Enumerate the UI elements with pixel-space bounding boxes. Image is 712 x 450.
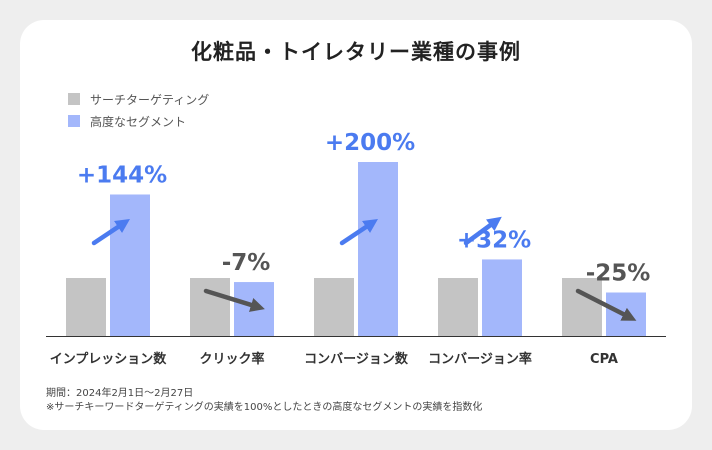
data-label-4: -25% (586, 261, 651, 287)
trend-arrow-1 (203, 288, 265, 312)
bar-advanced-1 (234, 282, 274, 336)
bar-baseline-4 (562, 278, 602, 336)
category-label-0: インプレッション数 (50, 351, 168, 367)
bar-advanced-2 (358, 162, 398, 336)
legend-label-advanced: 高度なセグメント (90, 114, 187, 129)
data-label-0: +144% (77, 162, 167, 188)
data-label-1: -7% (222, 250, 271, 276)
category-label-3: コンバージョン率 (428, 351, 532, 367)
trend-arrow-4 (575, 288, 637, 321)
category-label-1: クリック率 (199, 351, 264, 367)
trend-arrow-0 (91, 219, 130, 246)
footnote-period: 期間：2024年2月1日〜2月27日 (46, 388, 194, 399)
chart-title: 化粧品・トイレタリー業種の事例 (191, 40, 521, 64)
legend-swatch-baseline (68, 93, 80, 105)
bar-advanced-0 (110, 194, 150, 336)
bar-baseline-3 (438, 278, 478, 336)
legend: サーチターゲティング 高度なセグメント (68, 88, 209, 132)
category-label-4: CPA (590, 352, 618, 367)
data-label-3: +32% (457, 227, 531, 253)
bar-baseline-1 (190, 278, 230, 336)
legend-item-advanced: 高度なセグメント (68, 110, 209, 132)
category-label-2: コンバージョン数 (304, 351, 409, 367)
footnote-note: ※サーチキーワードターゲティングの実績を100%としたときの高度なセグメントの実… (46, 402, 483, 413)
bar-baseline-0 (66, 278, 106, 336)
trend-arrow-2 (339, 219, 378, 246)
trend-arrow-3 (463, 216, 502, 246)
bar-advanced-3 (482, 259, 522, 336)
legend-label-baseline: サーチターゲティング (90, 92, 210, 107)
legend-swatch-advanced (68, 115, 80, 127)
bar-baseline-2 (314, 278, 354, 336)
legend-item-baseline: サーチターゲティング (68, 88, 209, 110)
data-label-2: +200% (325, 130, 415, 156)
footnote: 期間：2024年2月1日〜2月27日 ※サーチキーワードターゲティングの実績を1… (46, 387, 482, 415)
